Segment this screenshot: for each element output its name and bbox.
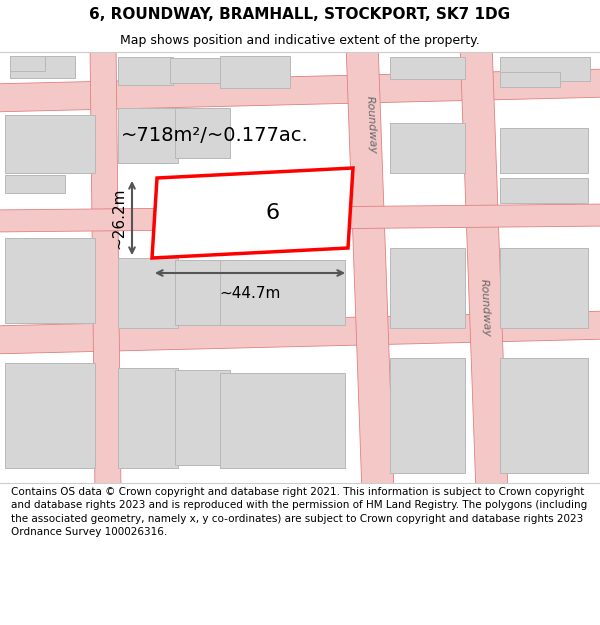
Bar	[390, 358, 465, 473]
Polygon shape	[90, 43, 121, 493]
Polygon shape	[0, 311, 600, 354]
Bar	[390, 57, 465, 79]
Bar	[220, 373, 345, 468]
Text: Roundway: Roundway	[364, 96, 377, 154]
Bar	[175, 370, 230, 465]
Bar	[500, 72, 560, 87]
Bar	[175, 108, 230, 158]
Text: ~44.7m: ~44.7m	[220, 286, 281, 301]
Bar	[10, 56, 75, 78]
Bar	[118, 368, 178, 468]
Text: 6, ROUNDWAY, BRAMHALL, STOCKPORT, SK7 1DG: 6, ROUNDWAY, BRAMHALL, STOCKPORT, SK7 1D…	[89, 7, 511, 22]
Bar	[500, 358, 588, 473]
Bar	[220, 260, 345, 325]
Text: Roundway: Roundway	[478, 279, 491, 338]
Text: 6: 6	[265, 203, 280, 223]
Bar	[118, 258, 178, 328]
Bar	[500, 57, 590, 81]
Bar	[118, 57, 173, 85]
Polygon shape	[0, 204, 600, 232]
Polygon shape	[0, 69, 600, 112]
Bar	[220, 56, 290, 88]
Bar	[5, 115, 95, 173]
Text: Contains OS data © Crown copyright and database right 2021. This information is : Contains OS data © Crown copyright and d…	[11, 488, 587, 537]
Polygon shape	[460, 42, 508, 494]
Bar	[5, 175, 65, 193]
Polygon shape	[346, 42, 394, 494]
Bar	[5, 238, 95, 323]
Text: ~718m²/~0.177ac.: ~718m²/~0.177ac.	[121, 126, 309, 145]
Bar	[175, 260, 230, 325]
Bar	[5, 363, 95, 468]
Bar	[170, 58, 220, 83]
Text: ~26.2m: ~26.2m	[111, 188, 126, 249]
Bar	[500, 178, 588, 203]
Bar	[118, 108, 178, 163]
Bar	[390, 123, 465, 173]
Bar	[500, 248, 588, 328]
Text: Map shows position and indicative extent of the property.: Map shows position and indicative extent…	[120, 34, 480, 47]
Bar	[500, 128, 588, 173]
Bar	[10, 56, 45, 71]
Polygon shape	[152, 168, 353, 258]
Bar	[390, 248, 465, 328]
